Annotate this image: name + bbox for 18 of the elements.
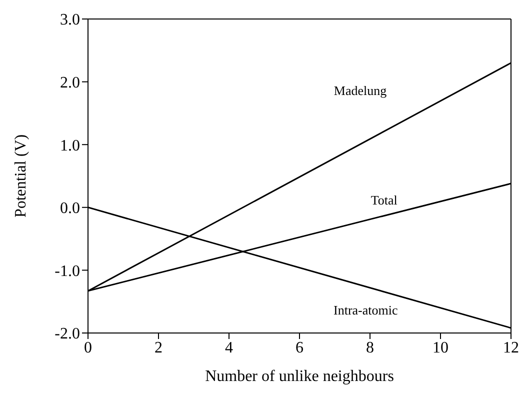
y-axis-title: Potential (V) [12, 134, 30, 218]
y-tick-label: 1.0 [60, 137, 80, 154]
x-tick-label: 2 [154, 339, 162, 356]
text: Madelung [334, 82, 388, 98]
x-tick-label: 8 [366, 339, 374, 356]
series-label: Intra-atomic [334, 302, 398, 318]
x-tick-label: 4 [225, 339, 233, 356]
x-tick-label: 12 [503, 339, 519, 356]
y-tick-label: 0.0 [60, 200, 80, 218]
x-tick-label: 10 [432, 339, 448, 356]
y-tick-label: -2.0 [54, 326, 80, 343]
x-tick-label: 6 [296, 339, 304, 356]
series-label: Total [370, 192, 398, 208]
x-axis-title: Number of unlike neighbours [205, 368, 394, 385]
y-tick-label: 2.0 [60, 74, 80, 92]
y-tick-label: -1.0 [54, 262, 80, 280]
y-tick-label: 3.0 [60, 12, 80, 29]
x-tick-label: 0 [84, 339, 92, 356]
